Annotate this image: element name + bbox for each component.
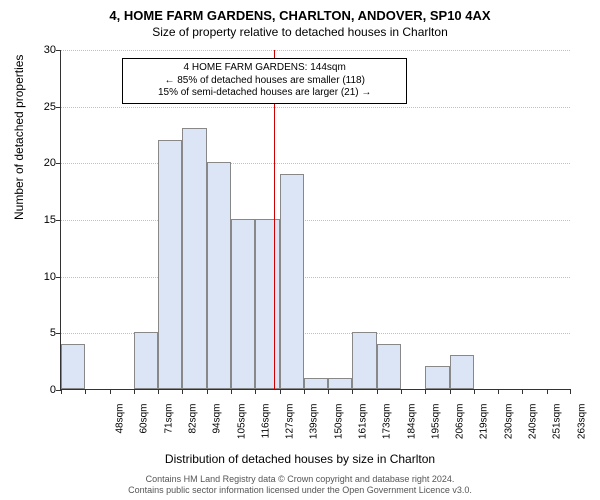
histogram-bar xyxy=(352,332,376,389)
x-tick-mark xyxy=(134,389,135,394)
x-tick-label: 94sqm xyxy=(212,404,223,454)
histogram-bar xyxy=(304,378,328,389)
x-tick-label: 127sqm xyxy=(285,404,296,454)
x-tick-mark xyxy=(158,389,159,394)
y-tick-label: 30 xyxy=(26,44,56,56)
x-tick-label: 263sqm xyxy=(576,404,587,454)
histogram-bar xyxy=(61,344,85,389)
y-tick-mark xyxy=(56,50,61,51)
chart-area: 05101520253048sqm60sqm71sqm82sqm94sqm105… xyxy=(60,50,570,390)
x-tick-label: 251sqm xyxy=(552,404,563,454)
chart-subtitle: Size of property relative to detached ho… xyxy=(0,23,600,39)
x-tick-mark xyxy=(231,389,232,394)
plot: 05101520253048sqm60sqm71sqm82sqm94sqm105… xyxy=(60,50,570,390)
y-tick-label: 5 xyxy=(26,327,56,339)
y-tick-mark xyxy=(56,277,61,278)
x-tick-mark xyxy=(85,389,86,394)
x-tick-mark xyxy=(450,389,451,394)
x-tick-mark xyxy=(425,389,426,394)
grid-line xyxy=(61,220,570,221)
chart-title: 4, HOME FARM GARDENS, CHARLTON, ANDOVER,… xyxy=(0,0,600,23)
y-tick-mark xyxy=(56,163,61,164)
x-tick-mark xyxy=(182,389,183,394)
x-tick-mark xyxy=(328,389,329,394)
x-tick-label: 230sqm xyxy=(503,404,514,454)
annotation-line: 4 HOME FARM GARDENS: 144sqm xyxy=(129,62,400,75)
x-tick-label: 60sqm xyxy=(139,404,150,454)
x-tick-label: 240sqm xyxy=(528,404,539,454)
x-tick-label: 116sqm xyxy=(260,404,271,454)
x-tick-label: 219sqm xyxy=(479,404,490,454)
y-tick-label: 0 xyxy=(26,384,56,396)
y-tick-mark xyxy=(56,107,61,108)
y-tick-label: 25 xyxy=(26,101,56,113)
histogram-bar xyxy=(231,219,255,389)
x-tick-label: 206sqm xyxy=(455,404,466,454)
footer: Contains HM Land Registry data © Crown c… xyxy=(0,474,600,496)
annotation-line: 15% of semi-detached houses are larger (… xyxy=(129,87,400,100)
x-tick-mark xyxy=(304,389,305,394)
x-tick-label: 71sqm xyxy=(163,404,174,454)
grid-line xyxy=(61,50,570,51)
grid-line xyxy=(61,163,570,164)
x-tick-mark xyxy=(377,389,378,394)
x-tick-label: 184sqm xyxy=(406,404,417,454)
x-tick-label: 105sqm xyxy=(236,404,247,454)
x-axis-label: Distribution of detached houses by size … xyxy=(0,452,600,466)
x-tick-mark xyxy=(570,389,571,394)
histogram-bar xyxy=(328,378,352,389)
x-tick-mark xyxy=(352,389,353,394)
x-tick-label: 195sqm xyxy=(430,404,441,454)
annotation-line: ← 85% of detached houses are smaller (11… xyxy=(129,75,400,88)
x-tick-mark xyxy=(547,389,548,394)
x-tick-label: 139sqm xyxy=(309,404,320,454)
x-tick-label: 150sqm xyxy=(333,404,344,454)
chart-container: 4, HOME FARM GARDENS, CHARLTON, ANDOVER,… xyxy=(0,0,600,500)
y-tick-mark xyxy=(56,220,61,221)
x-tick-mark xyxy=(280,389,281,394)
x-tick-mark xyxy=(522,389,523,394)
histogram-bar xyxy=(158,140,182,389)
histogram-bar xyxy=(280,174,304,389)
grid-line xyxy=(61,277,570,278)
footer-line-1: Contains HM Land Registry data © Crown c… xyxy=(0,474,600,485)
grid-line xyxy=(61,107,570,108)
y-tick-label: 10 xyxy=(26,271,56,283)
histogram-bar xyxy=(450,355,474,389)
x-tick-mark xyxy=(401,389,402,394)
histogram-bar xyxy=(425,366,449,389)
histogram-bar xyxy=(134,332,158,389)
x-tick-label: 161sqm xyxy=(358,404,369,454)
annotation-box: 4 HOME FARM GARDENS: 144sqm← 85% of deta… xyxy=(122,58,407,104)
x-tick-mark xyxy=(255,389,256,394)
y-axis-label: Number of detached properties xyxy=(12,55,26,220)
x-tick-label: 173sqm xyxy=(382,404,393,454)
y-tick-label: 20 xyxy=(26,157,56,169)
x-tick-mark xyxy=(474,389,475,394)
y-tick-label: 15 xyxy=(26,214,56,226)
histogram-bar xyxy=(377,344,401,389)
x-tick-mark xyxy=(110,389,111,394)
footer-line-2: Contains public sector information licen… xyxy=(0,485,600,496)
x-tick-mark xyxy=(207,389,208,394)
x-tick-mark xyxy=(61,389,62,394)
histogram-bar xyxy=(255,219,279,389)
x-tick-label: 82sqm xyxy=(188,404,199,454)
histogram-bar xyxy=(207,162,231,389)
histogram-bar xyxy=(182,128,206,389)
x-tick-label: 48sqm xyxy=(115,404,126,454)
x-tick-mark xyxy=(498,389,499,394)
y-tick-mark xyxy=(56,333,61,334)
